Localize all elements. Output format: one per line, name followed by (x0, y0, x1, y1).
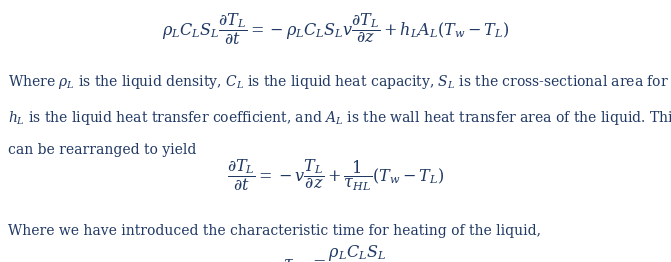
Text: Where we have introduced the characteristic time for heating of the liquid,: Where we have introduced the characteris… (8, 224, 541, 238)
Text: $h_L$ is the liquid heat transfer coefficient, and $A_L$ is the wall heat transf: $h_L$ is the liquid heat transfer coeffi… (8, 109, 671, 127)
Text: $\dfrac{\partial T_L}{\partial t} = -v\dfrac{T_L}{\partial z} + \dfrac{1}{\tau_{: $\dfrac{\partial T_L}{\partial t} = -v\d… (227, 157, 444, 193)
Text: Where $\rho_L$ is the liquid density, $C_L$ is the liquid heat capacity, $S_L$ i: Where $\rho_L$ is the liquid density, $C… (8, 73, 671, 91)
Text: $\tau_{HL} = \dfrac{\rho_L C_L S_L}{h_L A_L}$: $\tau_{HL} = \dfrac{\rho_L C_L S_L}{h_L … (283, 244, 388, 262)
Text: can be rearranged to yield: can be rearranged to yield (8, 143, 197, 157)
Text: $\rho_L C_L S_L \dfrac{\partial T_L}{\partial t} = -\rho_L C_L S_L v \dfrac{\par: $\rho_L C_L S_L \dfrac{\partial T_L}{\pa… (162, 12, 509, 47)
